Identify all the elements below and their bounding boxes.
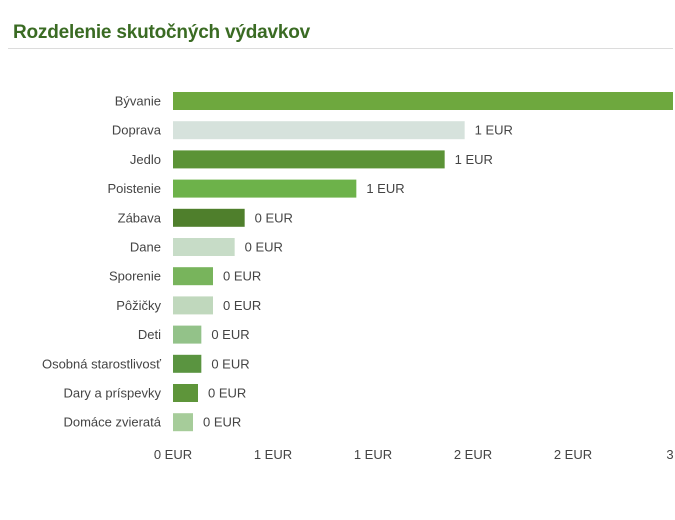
data-label: 0 EUR — [255, 210, 293, 225]
bar — [173, 413, 193, 432]
category-label: Zábava — [118, 210, 162, 225]
data-label: 0 EUR — [208, 386, 246, 401]
x-tick-label: 0 EUR — [154, 447, 192, 462]
bar — [173, 238, 235, 256]
data-label: 0 EUR — [211, 327, 249, 342]
bar — [173, 179, 357, 198]
data-label: 0 EUR — [211, 356, 249, 371]
category-label: Domáce zvieratá — [63, 415, 161, 430]
x-tick-label: 2 EUR — [554, 447, 592, 462]
category-label: Dane — [130, 240, 161, 255]
chart-title: Rozdelenie skutočných výdavkov — [13, 22, 311, 43]
category-label: Deti — [138, 327, 161, 342]
category-label: Pôžičky — [116, 298, 161, 313]
category-label: Bývanie — [115, 94, 161, 109]
data-label: 0 EUR — [245, 240, 283, 255]
data-label: 1 EUR — [455, 152, 493, 167]
bar — [173, 121, 465, 140]
bar — [173, 92, 673, 110]
category-label: Osobná starostlivosť — [42, 356, 161, 371]
bar — [173, 354, 202, 373]
category-label: Jedlo — [130, 152, 161, 167]
data-label: 1 EUR — [366, 181, 404, 196]
x-tick-label: 1 EUR — [254, 447, 292, 462]
category-label: Doprava — [112, 123, 162, 138]
category-label: Sporenie — [109, 269, 161, 284]
data-label: 0 EUR — [223, 269, 261, 284]
x-tick-label: 1 EUR — [354, 447, 392, 462]
bar — [173, 325, 202, 344]
title-divider — [8, 48, 673, 49]
category-label: Dary a príspevky — [63, 386, 161, 401]
bar — [173, 384, 198, 402]
category-label: Poistenie — [108, 181, 161, 196]
data-label: 1 EUR — [475, 123, 513, 138]
data-label: 0 EUR — [223, 298, 261, 313]
data-label: 0 EUR — [203, 415, 241, 430]
x-tick-label: 2 EUR — [454, 447, 492, 462]
bar — [173, 267, 213, 286]
bar — [173, 296, 213, 315]
x-tick-label: 3 — [666, 447, 673, 462]
bar — [173, 150, 445, 169]
bar — [173, 208, 245, 227]
